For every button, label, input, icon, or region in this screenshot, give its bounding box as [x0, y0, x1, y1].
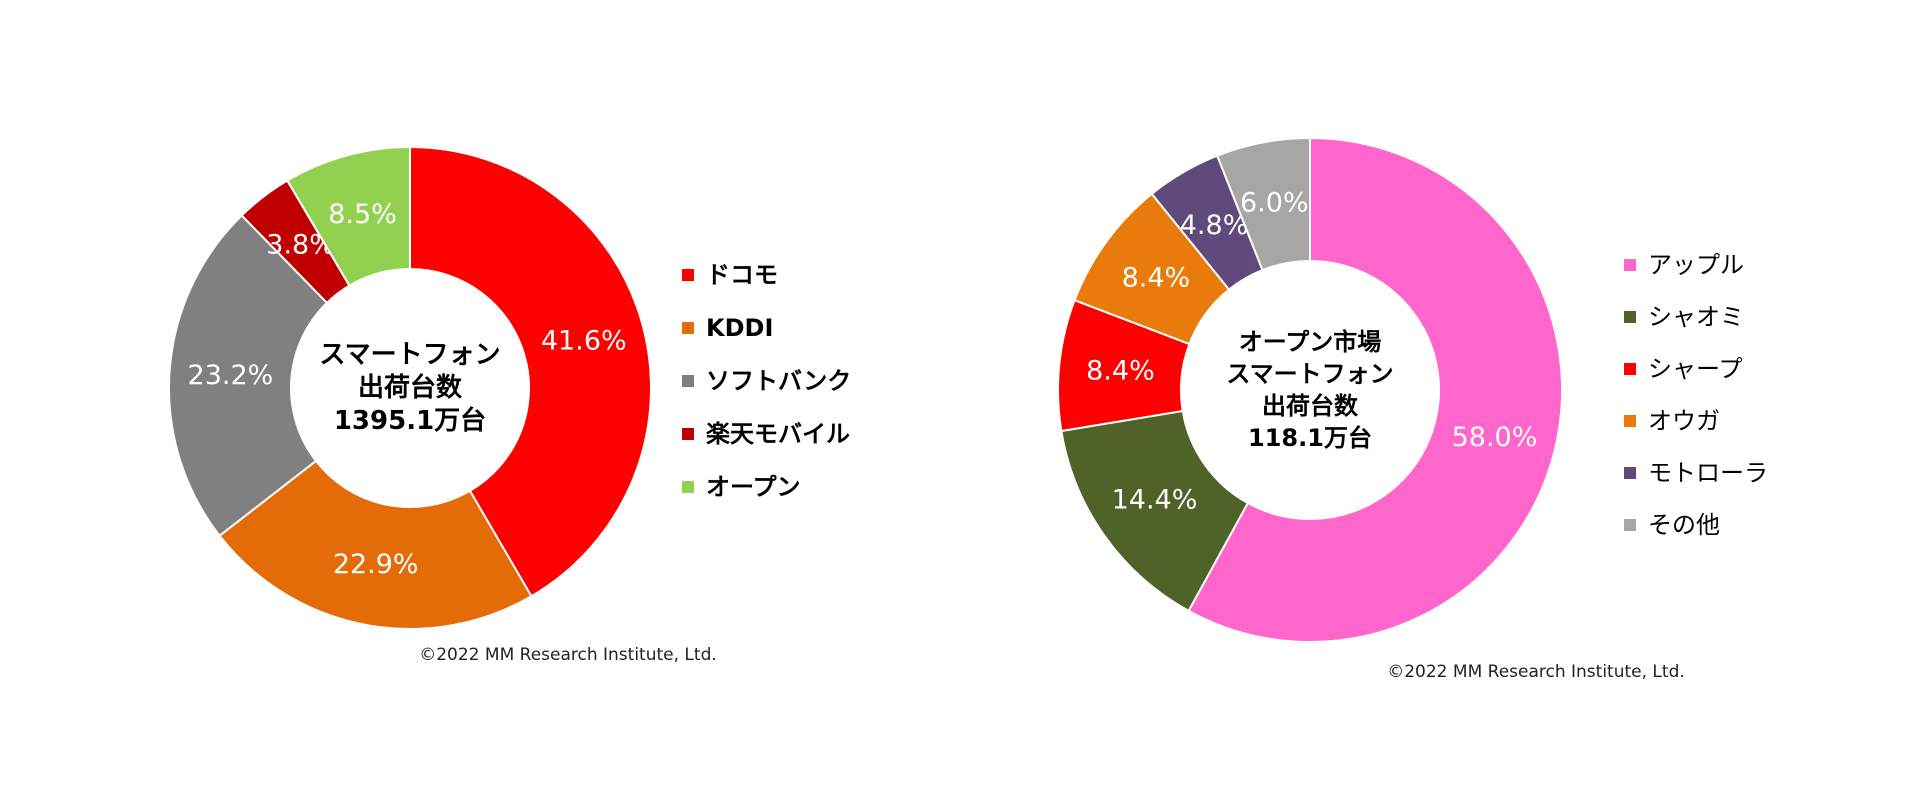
donut-slice-2 [218, 459, 533, 630]
copyright-text: ©2022 MM Research Institute, Ltd. [419, 645, 717, 665]
donut-slice-6 [1215, 136, 1311, 272]
legend-label: オウガ [1648, 407, 1720, 435]
copyright-text: ©2022 MM Research Institute, Ltd. [1387, 662, 1685, 682]
legend-swatch [682, 428, 694, 440]
legend-swatch [1624, 363, 1636, 375]
legend-swatch [1624, 519, 1636, 531]
data-label-slice-1: 58.0% [1452, 422, 1538, 453]
donut-slice-1 [409, 145, 652, 598]
legend-label: オープン [706, 473, 801, 501]
data-label-slice-6: 6.0% [1240, 187, 1309, 218]
legend-swatch [682, 269, 694, 281]
data-label-slice-2: 22.9% [333, 549, 419, 580]
chart-carrier-share: 41.6%22.9%23.2%3.8%8.5%スマートフォン出荷台数1395.1… [168, 145, 851, 665]
center-label-line: スマートフォン [319, 340, 500, 370]
legend-swatch [1624, 467, 1636, 479]
legend-label: KDDI [706, 314, 773, 342]
data-label-slice-3: 23.2% [188, 360, 274, 391]
center-label-line: スマートフォン [1226, 360, 1393, 388]
legend-label: ソフトバンク [706, 367, 851, 395]
legend-swatch [682, 375, 694, 387]
legend-label: ドコモ [706, 261, 778, 289]
legend-label: シャープ [1648, 355, 1743, 383]
legend-label: モトローラ [1648, 459, 1768, 487]
legend-swatch [682, 322, 694, 334]
data-label-slice-5: 8.5% [328, 199, 397, 230]
legend-label: 楽天モバイル [706, 420, 850, 448]
donut-slice-2 [1060, 409, 1250, 613]
center-label-line: 出荷台数 [358, 372, 463, 403]
legend-swatch [1624, 259, 1636, 271]
legend-label: アップル [1648, 251, 1744, 279]
center-label-line: オープン市場 [1239, 328, 1382, 356]
legend-label: その他 [1648, 511, 1720, 539]
legend-swatch [1624, 415, 1636, 427]
donut-slice-3 [168, 214, 329, 538]
data-label-slice-2: 14.4% [1112, 485, 1198, 516]
data-label-slice-1: 41.6% [541, 326, 627, 357]
center-label-line: 1395.1万台 [334, 405, 486, 436]
center-label-line: 出荷台数 [1262, 392, 1359, 420]
legend-swatch [682, 481, 694, 493]
data-label-slice-3: 8.4% [1086, 355, 1155, 386]
donut-slice-5 [285, 145, 411, 287]
legend-label: シャオミ [1648, 303, 1744, 331]
legend-swatch [1624, 311, 1636, 323]
center-label-line: 118.1万台 [1248, 424, 1372, 452]
data-label-slice-5: 4.8% [1180, 210, 1249, 241]
data-label-slice-4: 8.4% [1122, 263, 1191, 294]
donut-slice-1 [1187, 136, 1563, 643]
chart-open-market-share: 58.0% 14.4% 8.4% 8.4% 4.8%6.0% オープン市場スマートフォン出… [1057, 136, 1768, 682]
